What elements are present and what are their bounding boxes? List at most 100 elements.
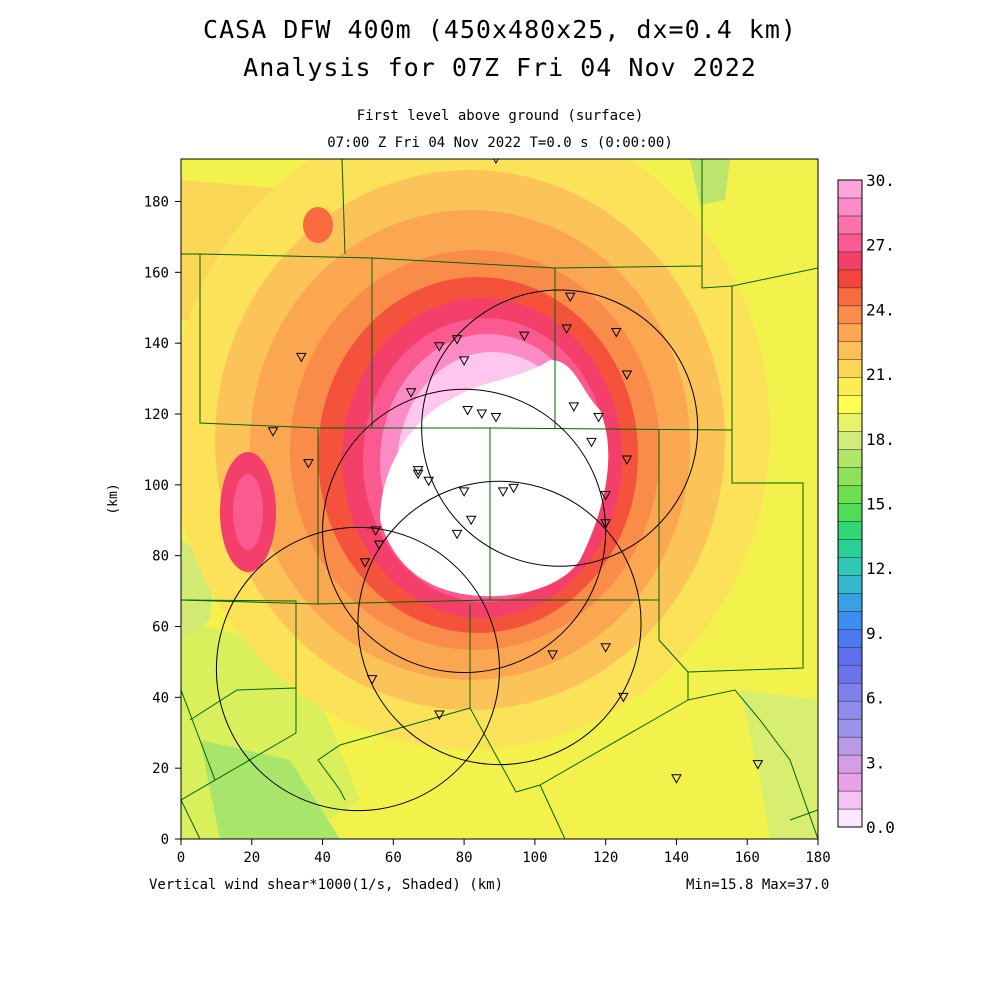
colorbar-swatch (837, 485, 863, 504)
station-markers (267, 159, 764, 784)
station-marker (295, 352, 307, 363)
y-tick-label: 20 (152, 761, 169, 777)
radar-ring (357, 480, 642, 766)
colorbar-swatch (837, 575, 863, 594)
x-tick-label: 40 (314, 850, 331, 866)
colorbar-swatch (837, 467, 863, 486)
colorbar-swatch (837, 395, 863, 414)
colorbar-swatch (837, 449, 863, 468)
plot-frame (180, 158, 819, 840)
y-tick-label: 160 (144, 265, 169, 281)
station-marker (451, 529, 463, 540)
station-marker (359, 558, 371, 568)
colorbar-swatch (837, 521, 863, 540)
x-tick-label: 120 (593, 850, 618, 866)
colorbar-swatch (837, 790, 863, 810)
colorbar-swatch (837, 736, 863, 756)
colorbar-swatch (837, 808, 863, 828)
x-tick-label: 140 (664, 850, 689, 866)
colorbar-frame (837, 179, 863, 828)
station-marker (671, 774, 682, 784)
station-marker (412, 469, 424, 480)
station-marker (586, 437, 597, 448)
station-marker (370, 526, 381, 536)
time-label: 07:00 Z Fri 04 Nov 2022 T=0.0 s (0:00:00… (327, 135, 673, 151)
colorbar-label: 12. (866, 559, 895, 578)
station-marker (458, 487, 470, 497)
y-tick-label: 100 (144, 478, 169, 494)
colorbar-swatch (837, 682, 863, 702)
colorbar-swatch (837, 754, 863, 774)
colorbar-swatch (837, 629, 863, 648)
colorbar-swatch (837, 197, 863, 217)
x-tick-label: 80 (456, 850, 473, 866)
y-tick-label: 180 (144, 195, 169, 211)
colorbar-label: 27. (866, 236, 895, 255)
colorbar-swatch (837, 593, 863, 612)
station-marker (462, 405, 474, 416)
colorbar-label: 21. (866, 365, 895, 384)
y-tick-label: 0 (161, 832, 169, 848)
colorbar-label: 24. (866, 300, 895, 319)
station-marker (366, 675, 378, 685)
colorbar-swatch (837, 503, 863, 522)
station-marker (593, 413, 604, 423)
colorbar-swatch (837, 431, 863, 450)
shear-field (181, 159, 818, 839)
min-max-caption: Min=15.8 Max=37.0 (686, 877, 830, 893)
y-tick-label: 40 (152, 690, 169, 706)
station-marker (564, 292, 576, 303)
x-tick-label: 180 (805, 850, 830, 866)
colorbar-label: 3. (866, 753, 885, 772)
y-axis-label: (km) (106, 483, 121, 514)
station-marker (267, 427, 279, 437)
station-marker (490, 413, 502, 423)
colorbar-label: 0.0 (866, 818, 895, 837)
colorbar-swatch (837, 611, 863, 630)
colorbar-swatch (837, 323, 863, 342)
station-marker (497, 487, 509, 497)
station-marker (618, 692, 629, 703)
colorbar-label: 18. (866, 430, 895, 449)
colorbar-label: 30. (866, 171, 895, 190)
x-tick-label: 60 (385, 850, 402, 866)
colorbar-swatch (837, 341, 863, 360)
colorbar-swatch (837, 305, 863, 325)
x-tick-label: 0 (177, 850, 185, 866)
radar-ring (322, 388, 607, 674)
station-marker (373, 540, 385, 551)
plot-subtitle: Analysis for 07Z Fri 04 Nov 2022 (243, 53, 757, 82)
colorbar-swatch (837, 413, 863, 432)
station-marker (568, 402, 580, 412)
station-marker (752, 760, 764, 770)
y-tick-label: 120 (144, 407, 169, 423)
x-tick-label: 20 (243, 850, 260, 866)
station-marker (600, 643, 612, 653)
x-tick-label: 160 (735, 850, 760, 866)
radar-ring (421, 289, 699, 567)
station-marker (433, 342, 445, 352)
station-marker (621, 455, 633, 466)
colorbar-swatch (837, 718, 863, 738)
y-tick-label: 60 (152, 620, 169, 636)
colorbar-label: 9. (866, 624, 885, 643)
colorbar-swatch (837, 179, 863, 199)
colorbar-label: 15. (866, 495, 895, 514)
county-boundaries (181, 159, 818, 839)
y-tick-label: 140 (144, 336, 169, 352)
station-marker (476, 409, 488, 420)
colorbar-swatch (837, 233, 863, 253)
station-marker (508, 483, 520, 494)
colorbar-swatch (837, 215, 863, 235)
station-marker (518, 331, 530, 342)
radar-range-rings (215, 289, 699, 812)
station-marker (465, 515, 477, 526)
station-marker (600, 490, 612, 501)
colorbar-swatch (837, 539, 863, 558)
radar-ring (215, 526, 501, 812)
x-axis: 0 20 40 60 80 100 120 140 160 180 (177, 839, 831, 866)
station-marker (610, 328, 622, 338)
station-marker (458, 356, 470, 366)
station-marker (547, 650, 558, 660)
